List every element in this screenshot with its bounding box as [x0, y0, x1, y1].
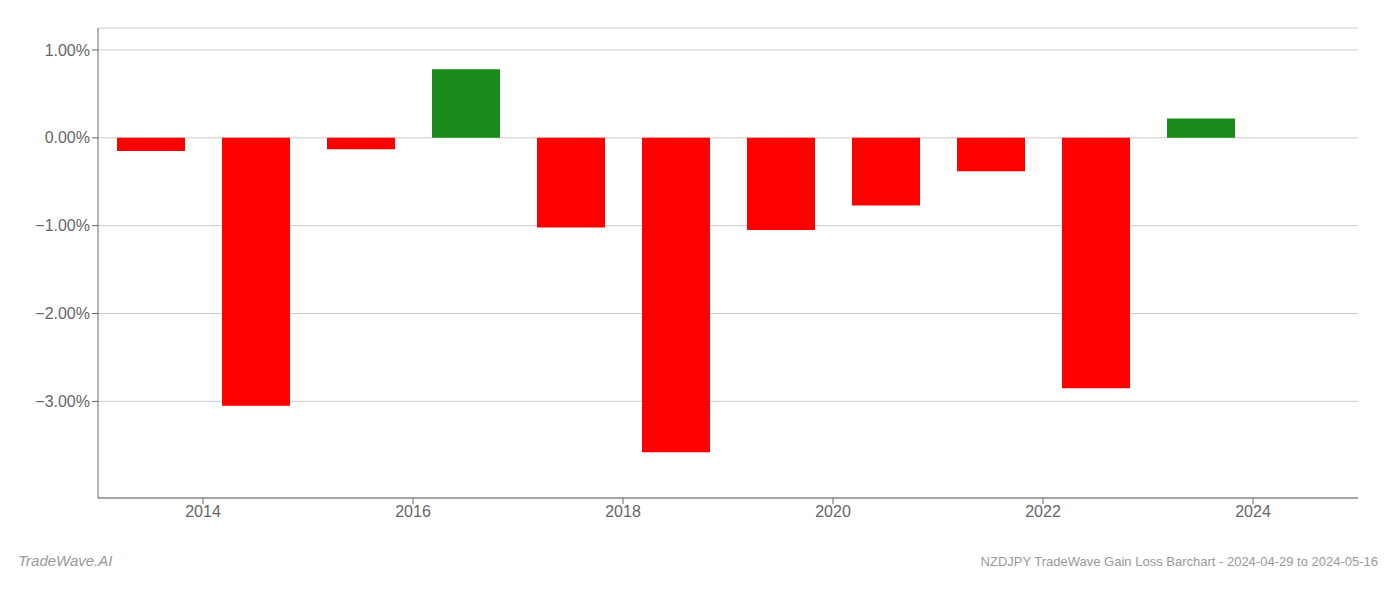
html-text:NZDJPY TradeWave Gain Loss Bar: NZDJPY TradeWave Gain Loss Barchart - 20… — [980, 554, 1378, 569]
svg-text:2016: 2016 — [395, 503, 431, 520]
svg-text:2018: 2018 — [605, 503, 641, 520]
svg-text:0.00%: 0.00% — [45, 129, 90, 146]
svg-text:2024: 2024 — [1235, 503, 1271, 520]
svg-text:2022: 2022 — [1025, 503, 1061, 520]
html-text:TradeWave.AI: TradeWave.AI — [18, 552, 113, 569]
svg-text:−3.00%: −3.00% — [35, 393, 90, 410]
svg-text:−1.00%: −1.00% — [35, 217, 90, 234]
svg-text:−2.00%: −2.00% — [35, 305, 90, 322]
svg-text:1.00%: 1.00% — [45, 42, 90, 59]
svg-text:2014: 2014 — [185, 503, 221, 520]
svg-text:2020: 2020 — [815, 503, 851, 520]
